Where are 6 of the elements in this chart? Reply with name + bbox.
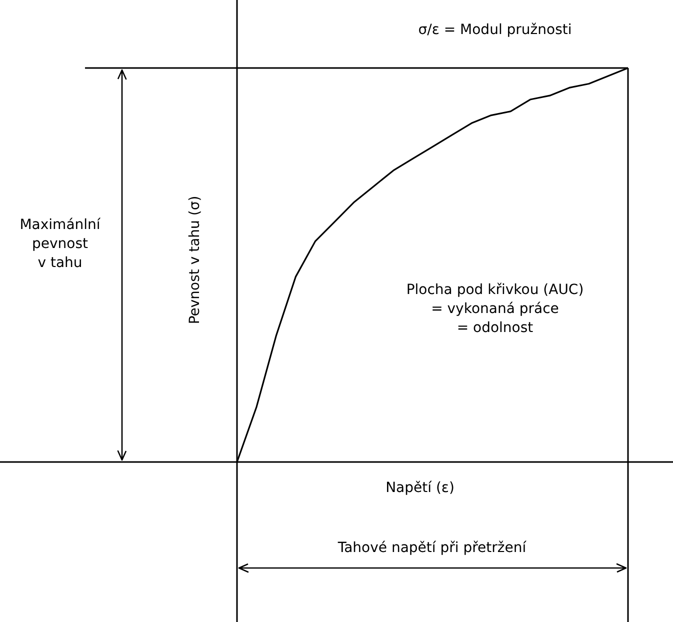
annotation: Plocha pod křivkou (AUC) = vykonaná práce = odolnost	[406, 282, 584, 336]
text: Maximánlní pevnost v tahu	[20, 217, 102, 271]
text: Tahové napětí při přetržení	[336, 540, 528, 556]
y-axis-title: Pevnost v tahu (σ)	[187, 196, 203, 324]
x-axis-title: Napětí (ε)	[386, 480, 454, 496]
text: σ/ε = Modul pružnosti	[418, 22, 572, 38]
